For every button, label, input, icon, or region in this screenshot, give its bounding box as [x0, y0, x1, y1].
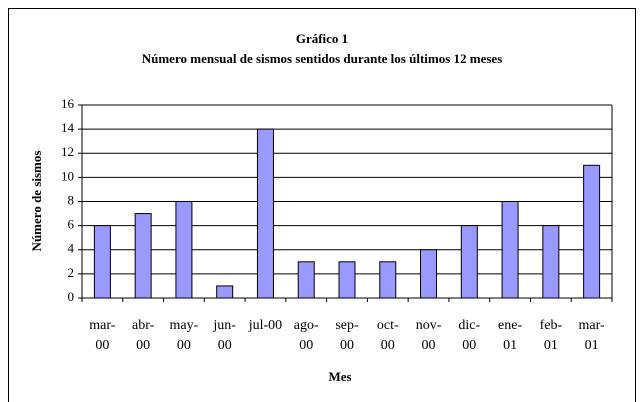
bar — [583, 164, 601, 299]
x-tick-label: may-00 — [169, 318, 199, 353]
bar — [93, 225, 111, 299]
bar — [134, 213, 152, 299]
y-axis-label: Número de sismos — [29, 151, 44, 252]
chart-title: Gráfico 1 — [296, 31, 348, 46]
x-tick-label: oct-00 — [376, 318, 399, 353]
bar — [297, 261, 315, 299]
bar — [379, 261, 397, 299]
x-tick-label: jun-00 — [213, 318, 236, 353]
x-tick-label: mar-00 — [89, 318, 116, 353]
x-tick-label: nov-00 — [415, 318, 442, 353]
chart-frame — [8, 8, 636, 402]
x-tick-label: abr-00 — [132, 318, 155, 353]
x-tick-label: dic-00 — [458, 318, 481, 353]
y-tick-label: 8 — [68, 192, 75, 207]
x-axis-label: Mes — [328, 369, 351, 384]
x-tick-label: sep-00 — [335, 318, 359, 353]
bar — [175, 201, 193, 299]
y-tick-label: 14 — [61, 120, 75, 135]
x-tick-label: feb-01 — [539, 318, 563, 353]
y-tick-label: 6 — [68, 217, 75, 232]
bar — [338, 261, 356, 299]
y-tick-label: 12 — [61, 144, 74, 159]
bar — [501, 201, 519, 299]
chart-subtitle: Número mensual de sismos sentidos durant… — [142, 51, 503, 66]
bar — [420, 249, 438, 299]
bar — [216, 285, 234, 299]
bar — [460, 225, 478, 299]
x-tick-label: jul-00 — [248, 318, 283, 333]
y-tick-label: 2 — [68, 265, 75, 280]
y-tick-label: 4 — [68, 241, 75, 256]
x-tick-label: mar-01 — [578, 318, 605, 353]
y-tick-label: 10 — [61, 168, 74, 183]
y-tick-label: 16 — [61, 96, 75, 111]
bar — [256, 128, 274, 299]
y-tick-label: 0 — [68, 289, 75, 304]
x-tick-label: ago-00 — [293, 318, 319, 353]
x-tick-label: ene-01 — [498, 318, 523, 353]
bar — [542, 225, 560, 299]
